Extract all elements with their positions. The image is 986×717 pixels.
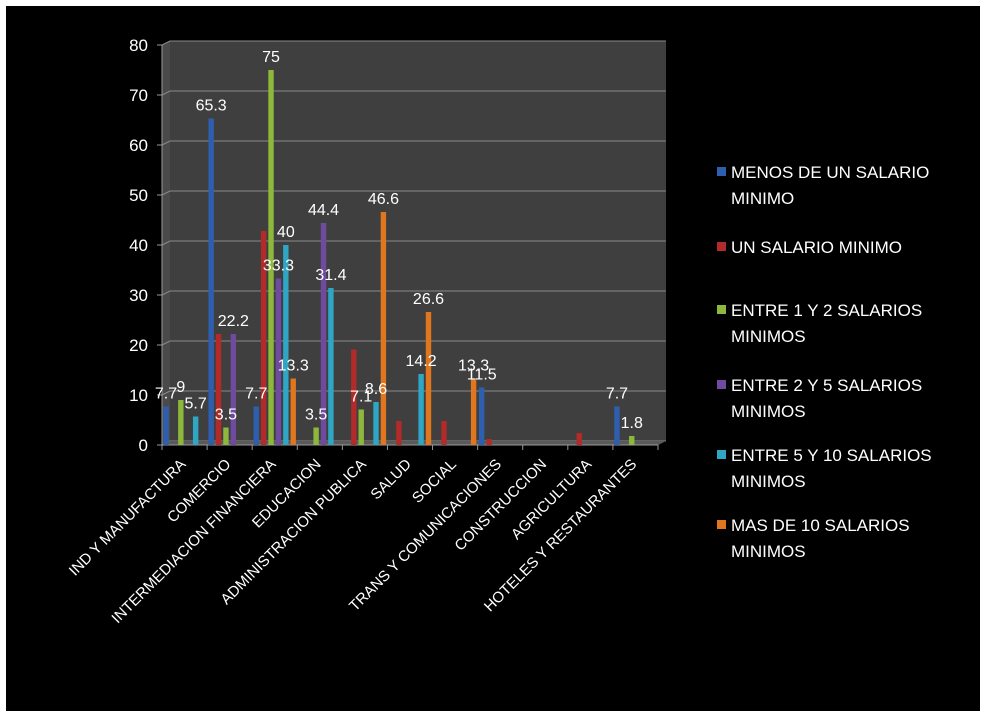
plot-floor [162, 441, 666, 445]
data-label: 3.5 [305, 407, 327, 424]
gridline [161, 240, 666, 246]
data-label: 7.1 [350, 389, 372, 406]
y-tick-label: 20 [129, 336, 148, 355]
legend-label: ENTRE 2 Y 5 SALARIOS MINIMOS [731, 376, 923, 421]
gridline [161, 40, 666, 46]
bar [470, 378, 477, 445]
data-label: 22.2 [218, 313, 249, 330]
bar [283, 245, 289, 445]
data-label: 9 [176, 379, 185, 396]
category-label: INTERMEDIACION FINANCIERA [108, 456, 279, 627]
data-label: 7.7 [245, 386, 267, 403]
bar [230, 334, 237, 445]
bar [192, 416, 199, 445]
data-label: 3.5 [215, 407, 237, 424]
bar [275, 278, 282, 445]
y-tick-label: 0 [139, 436, 148, 455]
bar [396, 421, 402, 445]
bar [425, 312, 432, 445]
bar [486, 439, 492, 445]
y-tick-label: 40 [129, 236, 148, 255]
data-label: 46.6 [368, 191, 399, 208]
bar [358, 409, 364, 445]
data-label: 7.7 [155, 386, 177, 403]
data-label: 33.3 [263, 258, 294, 275]
data-label: 31.4 [315, 267, 346, 284]
legend-item: ENTRE 1 Y 2 SALARIOS MINIMOS [717, 298, 971, 350]
category-label: AGRICULTURA [508, 456, 595, 543]
gridline [161, 290, 666, 296]
legend-label: UN SALARIO MINIMO [731, 238, 902, 257]
gridline [161, 390, 666, 396]
data-label: 8.6 [365, 381, 387, 398]
bar [208, 118, 214, 445]
bar [313, 427, 319, 445]
data-label: 75 [262, 49, 280, 66]
legend-item: MENOS DE UN SALARIO MINIMO [717, 160, 971, 212]
bar [629, 436, 635, 445]
legend-label: MENOS DE UN SALARIO MINIMO [731, 163, 930, 208]
data-label: 13.3 [458, 358, 489, 375]
bar [380, 212, 387, 445]
legend-label: ENTRE 1 Y 2 SALARIOS MINIMOS [731, 301, 923, 346]
legend-swatch [717, 167, 726, 176]
y-tick-label: 60 [129, 136, 148, 155]
bar [290, 378, 296, 445]
gridline [161, 90, 666, 96]
legend-swatch [717, 305, 726, 314]
gridline [161, 190, 666, 196]
bar [253, 406, 259, 445]
bar [268, 70, 274, 445]
bar [163, 406, 169, 445]
legend-swatch [717, 380, 726, 389]
data-label: 65.3 [196, 98, 227, 115]
legend-item: MAS DE 10 SALARIOS MINIMOS [717, 513, 971, 565]
bar [418, 374, 424, 445]
data-label: 5.7 [185, 396, 207, 413]
legend-item: ENTRE 2 Y 5 SALARIOS MINIMOS [717, 373, 971, 425]
y-tick-label: 10 [129, 386, 148, 405]
bar [260, 231, 267, 445]
bar [576, 433, 582, 445]
bar [178, 400, 184, 445]
legend-label: ENTRE 5 Y 10 SALARIOS MINIMOS [731, 446, 932, 491]
bar [320, 223, 327, 445]
data-label: 40 [277, 224, 295, 241]
y-tick-label: 50 [129, 186, 148, 205]
gridline [161, 340, 666, 346]
y-tick-label: 80 [129, 36, 148, 55]
data-label: 14.2 [406, 353, 437, 370]
gridline [161, 140, 666, 146]
bar [215, 334, 222, 445]
category-label: SALUD [367, 456, 415, 504]
legend-item: ENTRE 5 Y 10 SALARIOS MINIMOS [717, 443, 971, 495]
legend-swatch [717, 520, 726, 529]
y-tick-label: 30 [129, 286, 148, 305]
bar [328, 288, 334, 445]
bar [614, 406, 620, 445]
bar [441, 421, 447, 445]
data-label: 7.7 [606, 386, 628, 403]
data-label: 1.8 [621, 415, 643, 432]
data-label: 13.3 [278, 358, 309, 375]
data-label: 26.6 [413, 291, 444, 308]
data-label: 11.5 [467, 367, 497, 384]
data-label: 44.4 [308, 202, 339, 219]
bar [223, 427, 229, 445]
bar [351, 349, 357, 445]
legend-swatch [717, 450, 726, 459]
y-tick-label: 70 [129, 86, 148, 105]
bar [373, 402, 379, 445]
legend-swatch [717, 242, 726, 251]
legend-item: UN SALARIO MINIMO [717, 235, 971, 261]
bar [478, 387, 485, 445]
legend-label: MAS DE 10 SALARIOS MINIMOS [731, 516, 910, 561]
